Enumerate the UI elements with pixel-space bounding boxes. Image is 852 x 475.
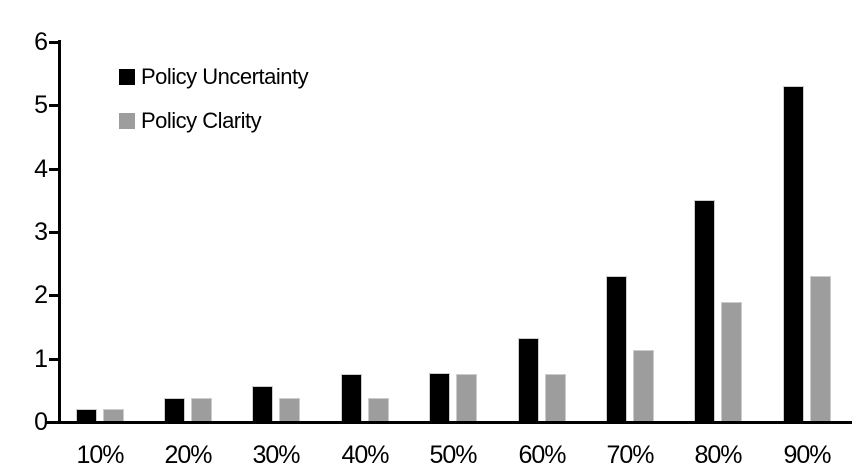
bar-policy-uncertainty-80% (694, 200, 715, 422)
bar-policy-clarity-40% (368, 398, 389, 422)
bar-policy-uncertainty-30% (252, 386, 273, 422)
legend-swatch-policy-uncertainty (119, 69, 135, 85)
y-tick-mark (49, 41, 59, 45)
y-tick-label: 3 (34, 218, 48, 246)
bar-policy-clarity-30% (279, 398, 300, 422)
y-tick-mark (49, 167, 59, 171)
y-tick-mark (49, 357, 59, 361)
y-tick-label: 2 (34, 281, 48, 310)
y-axis-line (58, 40, 61, 424)
bar-policy-clarity-60% (545, 374, 566, 422)
bar-policy-clarity-20% (191, 398, 212, 422)
legend-label-policy-uncertainty: Policy Uncertainty (141, 64, 309, 89)
x-axis-line (46, 421, 852, 424)
bar-policy-clarity-80% (721, 302, 742, 422)
y-tick-mark (49, 231, 59, 234)
y-tick-label: 0 (34, 408, 48, 436)
x-tick-label: 50% (429, 441, 477, 469)
x-tick-label: 10% (76, 441, 124, 469)
x-tick-label: 70% (606, 441, 654, 469)
bar-policy-uncertainty-20% (164, 398, 185, 422)
x-tick-label: 40% (341, 441, 389, 469)
bar-policy-uncertainty-60% (518, 338, 539, 422)
bar-policy-clarity-90% (810, 276, 831, 422)
bar-policy-clarity-70% (633, 350, 654, 422)
y-tick-label: 1 (34, 344, 48, 373)
x-tick-label: 60% (518, 441, 566, 469)
y-tick-label: 5 (34, 91, 48, 120)
x-tick-label: 30% (252, 441, 300, 469)
bar-policy-uncertainty-50% (429, 373, 450, 422)
bar-policy-clarity-50% (456, 374, 477, 422)
x-tick-label: 90% (783, 441, 831, 469)
y-tick-label: 6 (34, 28, 48, 57)
bar-policy-uncertainty-70% (606, 276, 627, 422)
y-tick-mark (49, 294, 59, 298)
x-tick-label: 20% (164, 441, 212, 469)
y-tick-label: 4 (34, 154, 48, 183)
bar-policy-uncertainty-40% (341, 374, 362, 422)
y-tick-mark (49, 104, 59, 108)
legend-item-policy-clarity: Policy Clarity (119, 108, 308, 133)
legend: Policy Uncertainty Policy Clarity (119, 64, 309, 154)
legend-label-policy-clarity: Policy Clarity (141, 108, 262, 133)
legend-swatch-policy-clarity (119, 113, 135, 129)
x-tick-label: 80% (694, 441, 742, 469)
legend-item-policy-uncertainty: Policy Uncertainty (119, 64, 309, 89)
bar-policy-uncertainty-90% (783, 86, 804, 422)
